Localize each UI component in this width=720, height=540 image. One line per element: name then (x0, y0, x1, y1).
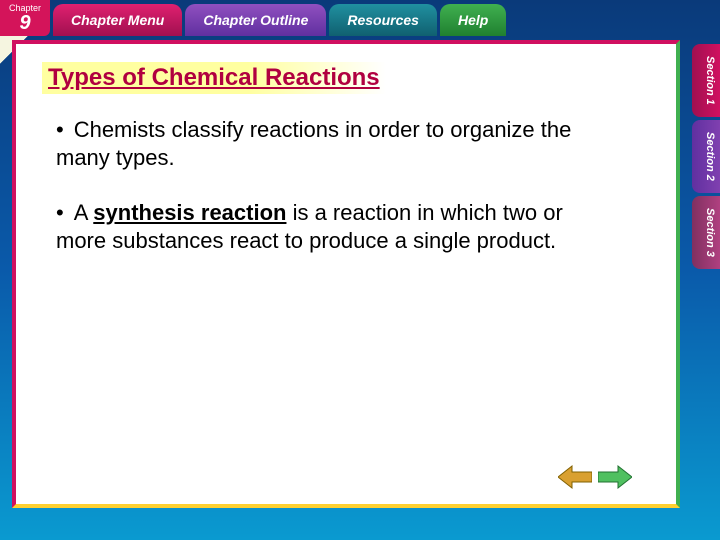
top-nav: Chapter 9 Chapter Menu Chapter Outline R… (0, 0, 720, 36)
slide-content: Types of Chemical Reactions •Chemists cl… (12, 40, 680, 508)
section-tab-3[interactable]: Section 3 (692, 196, 720, 269)
tab-chapter-outline[interactable]: Chapter Outline (185, 4, 326, 36)
chapter-badge: Chapter 9 (0, 0, 50, 36)
next-arrow-button[interactable] (598, 464, 632, 490)
chapter-number: 9 (0, 13, 50, 33)
tab-help[interactable]: Help (440, 4, 506, 36)
nav-arrows (558, 464, 632, 490)
section-tabs: Section 1 Section 2 Section 3 (692, 44, 720, 272)
bullet-dot-icon: • (56, 200, 64, 225)
tab-chapter-menu[interactable]: Chapter Menu (53, 4, 182, 36)
section-tab-2[interactable]: Section 2 (692, 120, 720, 193)
bullet-item: •A synthesis reaction is a reaction in w… (56, 199, 650, 254)
bullet-dot-icon: • (56, 117, 64, 142)
prev-arrow-button[interactable] (558, 464, 592, 490)
slide-title: Types of Chemical Reactions (42, 62, 386, 94)
arrow-left-icon (558, 464, 592, 490)
bullet-pre: A (74, 200, 94, 225)
bullet-text: Chemists classify reactions in order to … (56, 117, 571, 170)
bullet-term: synthesis reaction (93, 200, 286, 225)
arrow-right-icon (598, 464, 632, 490)
section-tab-1[interactable]: Section 1 (692, 44, 720, 117)
bullet-item: •Chemists classify reactions in order to… (56, 116, 650, 171)
tab-resources[interactable]: Resources (329, 4, 437, 36)
